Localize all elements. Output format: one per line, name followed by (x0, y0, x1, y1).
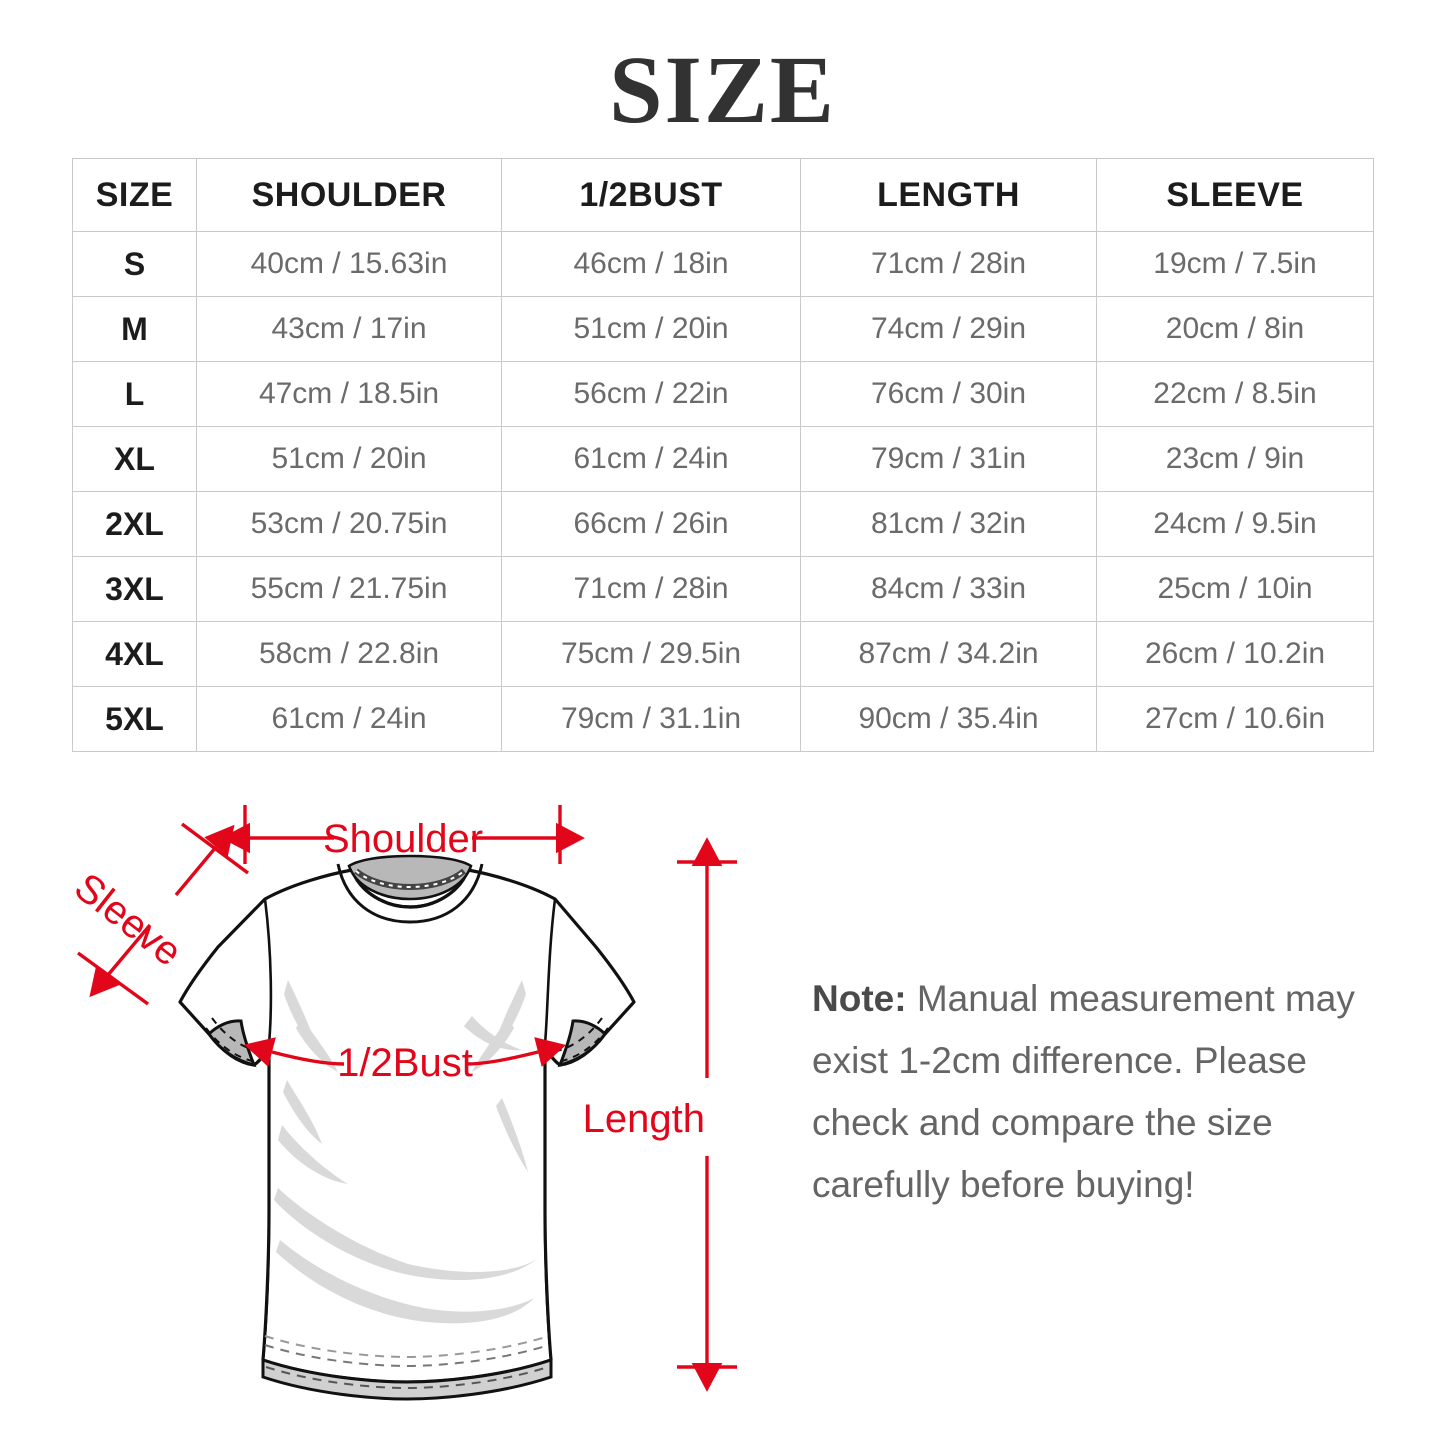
cell-length: 71cm / 28in (800, 231, 1097, 297)
collar-inner (347, 854, 473, 901)
sleeve-cuff-stitch-right (561, 1027, 609, 1062)
table-row: S 40cm / 15.63in 46cm / 18in 71cm / 28in… (72, 231, 1374, 297)
table-row: 2XL 53cm / 20.75in 66cm / 26in 81cm / 32… (72, 491, 1374, 557)
cell-sleeve: 23cm / 9in (1096, 426, 1374, 492)
fabric-wrinkles (274, 980, 538, 1324)
armhole-right (543, 898, 557, 1045)
bottom-hem-stitch-3 (264, 1335, 550, 1359)
bust-measure: 1/2Bust (244, 1037, 567, 1085)
shoulder-label: Shoulder (323, 817, 483, 861)
cell-size: XL (72, 426, 197, 492)
size-chart-table: SIZE SHOULDER 1/2BUST LENGTH SLEEVE S 40… (72, 158, 1374, 752)
cell-length: 74cm / 29in (800, 296, 1097, 362)
sleeve-arrow-lower (89, 923, 152, 998)
shoulder-seam-right (467, 868, 556, 900)
side-seam-left (261, 1065, 271, 1361)
cell-bust: 56cm / 22in (501, 361, 801, 427)
cell-size: 4XL (72, 621, 197, 687)
collar-rib (336, 863, 484, 924)
bust-arrow-right (465, 1037, 567, 1067)
cell-sleeve: 26cm / 10.2in (1096, 621, 1374, 687)
column-header-bust: 1/2BUST (501, 158, 801, 232)
tshirt-icon (178, 854, 636, 1401)
cell-bust: 75cm / 29.5in (501, 621, 801, 687)
collar-outer (350, 869, 470, 909)
cell-shoulder: 58cm / 22.8in (196, 621, 502, 687)
sleeve-tick-lower (76, 951, 150, 1006)
cell-length: 87cm / 34.2in (800, 621, 1097, 687)
column-header-shoulder: SHOULDER (196, 158, 502, 232)
bottom-hem-band (261, 1357, 553, 1401)
table-header-row: SIZE SHOULDER 1/2BUST LENGTH SLEEVE (72, 158, 1374, 232)
length-label: Length (583, 1097, 705, 1141)
table-row: L 47cm / 18.5in 56cm / 22in 76cm / 30in … (72, 361, 1374, 427)
cell-size: M (72, 296, 197, 362)
cell-shoulder: 43cm / 17in (196, 296, 502, 362)
cell-length: 84cm / 33in (800, 556, 1097, 622)
page-title: SIZE (609, 36, 836, 143)
cell-sleeve: 22cm / 8.5in (1096, 361, 1374, 427)
cell-sleeve: 20cm / 8in (1096, 296, 1374, 362)
table-row: 5XL 61cm / 24in 79cm / 31.1in 90cm / 35.… (72, 686, 1374, 752)
cell-size: L (72, 361, 197, 427)
length-measure: Length (583, 837, 737, 1392)
sleeve-cuff-right (557, 1019, 607, 1068)
table-row: 4XL 58cm / 22.8in 75cm / 29.5in 87cm / 3… (72, 621, 1374, 687)
cell-shoulder: 53cm / 20.75in (196, 491, 502, 557)
measurement-diagram: Shoulder Sleeve 1/2Bust Length (0, 780, 800, 1440)
cell-bust: 61cm / 24in (501, 426, 801, 492)
shoulder-seam-left (264, 868, 353, 900)
table-row: M 43cm / 17in 51cm / 20in 74cm / 29in 20… (72, 296, 1374, 362)
bottom-hem-stitch-2 (264, 1344, 550, 1368)
side-seam-right (543, 1065, 553, 1361)
cell-length: 79cm / 31in (800, 426, 1097, 492)
cell-bust: 71cm / 28in (501, 556, 801, 622)
cell-sleeve: 24cm / 9.5in (1096, 491, 1374, 557)
column-header-length: LENGTH (800, 158, 1097, 232)
cell-bust: 79cm / 31.1in (501, 686, 801, 752)
cell-shoulder: 47cm / 18.5in (196, 361, 502, 427)
armhole-left (263, 898, 273, 1045)
cell-bust: 66cm / 26in (501, 491, 801, 557)
column-header-size: SIZE (72, 158, 197, 232)
cell-shoulder: 55cm / 21.75in (196, 556, 502, 622)
cell-size: 3XL (72, 556, 197, 622)
cell-length: 76cm / 30in (800, 361, 1097, 427)
cell-sleeve: 25cm / 10in (1096, 556, 1374, 622)
cell-shoulder: 40cm / 15.63in (196, 231, 502, 297)
cell-length: 81cm / 32in (800, 491, 1097, 557)
collar-stitch-dashes (355, 870, 465, 889)
cell-size: 2XL (72, 491, 197, 557)
cell-sleeve: 27cm / 10.6in (1096, 686, 1374, 752)
bust-label: 1/2Bust (337, 1041, 473, 1085)
sleeve-arrow-upper (174, 824, 235, 897)
bottom-hem-stitch-1 (265, 1366, 549, 1390)
note-text: Manual measurement may exist 1-2cm diffe… (812, 978, 1355, 1205)
note-label: Note: (812, 978, 907, 1019)
cell-bust: 51cm / 20in (501, 296, 801, 362)
table-row: 3XL 55cm / 21.75in 71cm / 28in 84cm / 33… (72, 556, 1374, 622)
cell-sleeve: 19cm / 7.5in (1096, 231, 1374, 297)
cell-shoulder: 51cm / 20in (196, 426, 502, 492)
cell-size: S (72, 231, 197, 297)
shoulder-measure: Shoulder (221, 805, 585, 864)
column-header-sleeve: SLEEVE (1096, 158, 1374, 232)
table-row: XL 51cm / 20in 61cm / 24in 79cm / 31in 2… (72, 426, 1374, 492)
cell-length: 90cm / 35.4in (800, 686, 1097, 752)
size-table-container: SIZE SHOULDER 1/2BUST LENGTH SLEEVE S 40… (72, 158, 1374, 752)
cell-bust: 46cm / 18in (501, 231, 801, 297)
measurement-note: Note: Manual measurement may exist 1-2cm… (812, 968, 1384, 1216)
cell-size: 5XL (72, 686, 197, 752)
bust-arrow-left (244, 1037, 345, 1067)
cell-shoulder: 61cm / 24in (196, 686, 502, 752)
